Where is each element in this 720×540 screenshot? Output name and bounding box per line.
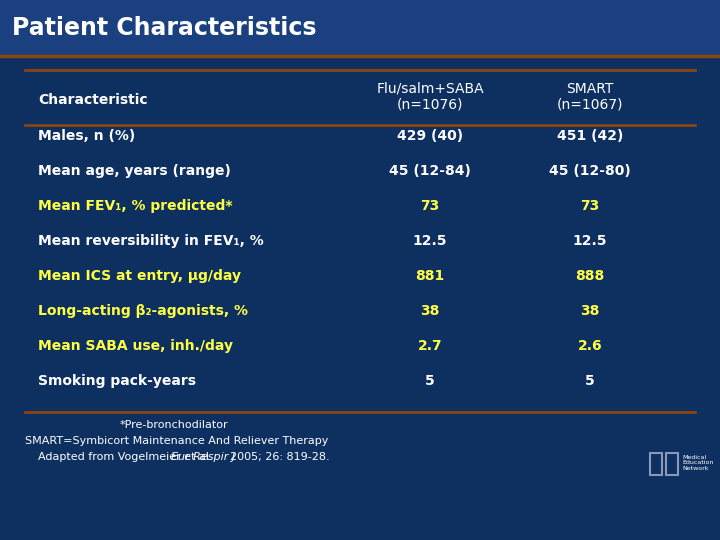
Text: (n=1067): (n=1067) — [557, 98, 624, 112]
Text: Long-acting β₂-agonists, %: Long-acting β₂-agonists, % — [38, 304, 248, 318]
Text: 38: 38 — [420, 304, 440, 318]
Text: 888: 888 — [575, 269, 605, 283]
Text: 38: 38 — [580, 304, 600, 318]
Text: Smoking pack-years: Smoking pack-years — [38, 374, 196, 388]
Text: Patient Characteristics: Patient Characteristics — [12, 16, 317, 40]
Text: Flu/salm+SABA: Flu/salm+SABA — [376, 82, 484, 96]
Text: 45 (12-84): 45 (12-84) — [389, 164, 471, 178]
Text: 2005; 26: 819-28.: 2005; 26: 819-28. — [223, 452, 330, 462]
Text: Mean FEV₁, % predicted*: Mean FEV₁, % predicted* — [38, 199, 233, 213]
Text: Medical
Education
Network: Medical Education Network — [682, 455, 714, 471]
Text: 451 (42): 451 (42) — [557, 129, 624, 143]
Text: 12.5: 12.5 — [413, 234, 447, 248]
Text: (n=1076): (n=1076) — [397, 98, 463, 112]
Text: Adapted from Vogelmeier et al.: Adapted from Vogelmeier et al. — [38, 452, 216, 462]
Text: 73: 73 — [420, 199, 440, 213]
Text: 73: 73 — [580, 199, 600, 213]
Text: 2.7: 2.7 — [418, 339, 442, 353]
Text: Mean age, years (range): Mean age, years (range) — [38, 164, 231, 178]
Bar — [0, 0, 720, 55]
Text: 45 (12-80): 45 (12-80) — [549, 164, 631, 178]
Text: SMART=Symbicort Maintenance And Reliever Therapy: SMART=Symbicort Maintenance And Reliever… — [25, 436, 328, 446]
Text: 881: 881 — [415, 269, 445, 283]
Text: 5: 5 — [585, 374, 595, 388]
Text: Eur Respir J: Eur Respir J — [171, 452, 235, 462]
Text: Mean ICS at entry, μg/day: Mean ICS at entry, μg/day — [38, 269, 241, 283]
Text: Mean SABA use, inh./day: Mean SABA use, inh./day — [38, 339, 233, 353]
Text: SMART: SMART — [567, 82, 613, 96]
Text: Characteristic: Characteristic — [38, 93, 148, 107]
Text: 2.6: 2.6 — [577, 339, 603, 353]
Text: 429 (40): 429 (40) — [397, 129, 463, 143]
Text: Males, n (%): Males, n (%) — [38, 129, 135, 143]
Text: 12.5: 12.5 — [572, 234, 607, 248]
Text: Mean reversibility in FEV₁, %: Mean reversibility in FEV₁, % — [38, 234, 264, 248]
Text: *Pre-bronchodilator: *Pre-bronchodilator — [120, 420, 229, 430]
Text: 5: 5 — [425, 374, 435, 388]
